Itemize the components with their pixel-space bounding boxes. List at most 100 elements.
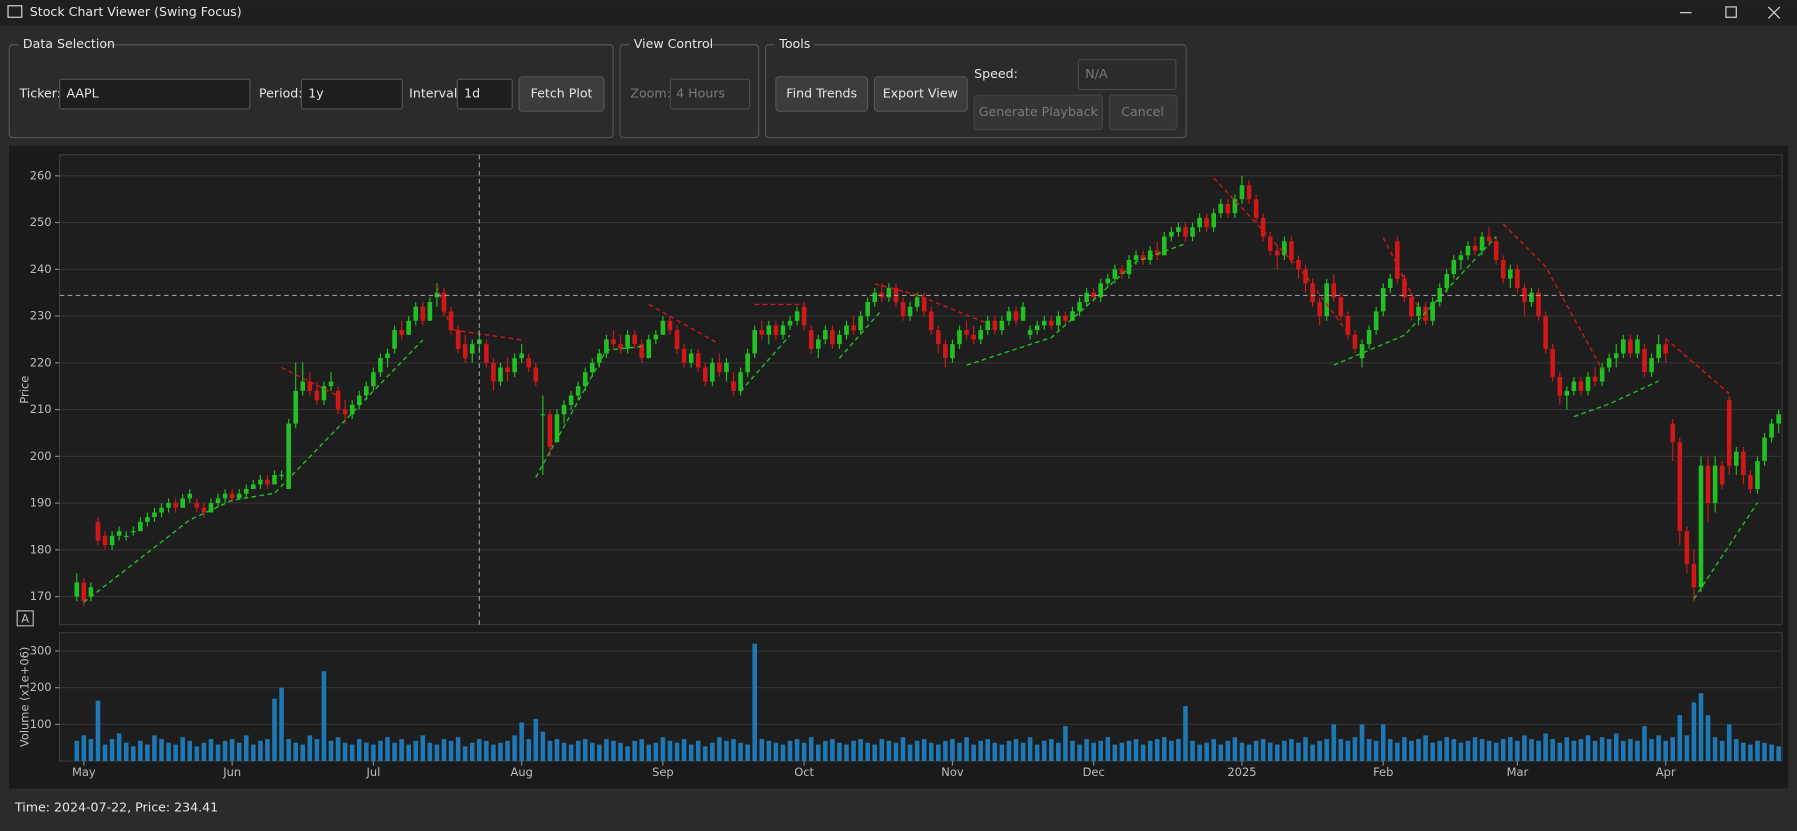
y-tick-label: 200 (30, 449, 52, 463)
volume-bar (1416, 739, 1421, 762)
volume-bar (879, 739, 885, 762)
candle-body (1571, 381, 1577, 391)
volume-bar (1451, 739, 1457, 762)
candle-body (1409, 297, 1414, 317)
volume-bar (1380, 724, 1386, 762)
volume-bar (413, 740, 419, 762)
candle-body (1479, 236, 1485, 251)
volume-bar (1691, 702, 1697, 762)
volume-bar (1119, 742, 1125, 762)
candle-body (766, 325, 772, 335)
volume-bar (1190, 740, 1195, 762)
candle-body (272, 475, 277, 485)
candle-body (773, 325, 779, 335)
candle-body (1169, 231, 1174, 237)
candle-body (1458, 255, 1464, 260)
candle-body (1621, 339, 1626, 354)
candle-body (1613, 353, 1619, 359)
candle-body (74, 582, 80, 597)
volume-bar (123, 742, 129, 762)
candle-body (815, 339, 821, 349)
volume-bar (1613, 733, 1619, 762)
candle-body (1296, 259, 1301, 270)
candle-body (717, 362, 722, 373)
candle-body (1027, 330, 1033, 335)
volume-bar (1140, 744, 1146, 762)
volume-bar (1444, 737, 1450, 762)
volume-bar (1324, 739, 1330, 762)
volume-bar (928, 742, 934, 762)
maximize-button[interactable] (1725, 6, 1737, 18)
volume-bar (130, 746, 136, 762)
candle-body (243, 489, 249, 494)
candle-body (399, 330, 404, 335)
volume-bar (1748, 744, 1753, 762)
volume-bar (1303, 737, 1308, 762)
volume-bar (1366, 739, 1372, 762)
volume-bar (1239, 742, 1245, 762)
candle-body (321, 386, 327, 401)
y-tick-label: 240 (30, 262, 52, 276)
volume-bar (1642, 726, 1647, 762)
export-view-button[interactable] (873, 76, 968, 112)
ticker-input[interactable] (59, 78, 251, 110)
volume-bar (1529, 739, 1534, 762)
candle-body (568, 395, 574, 405)
candle-body (851, 325, 856, 331)
generate-playback-button (973, 94, 1104, 131)
candle-body (999, 320, 1005, 331)
auto-range-label: A (21, 611, 29, 625)
volume-bar (1395, 742, 1400, 762)
candle-body (978, 330, 983, 340)
candle-body (1274, 250, 1280, 256)
candle-body (1147, 250, 1153, 260)
group-title: Data Selection (23, 36, 115, 51)
candle-body (823, 330, 828, 340)
auto-range-button[interactable] (16, 610, 34, 627)
candle-body (1451, 259, 1457, 274)
trend-line (874, 283, 989, 325)
volume-bar (625, 746, 630, 762)
status-text: Time: 2024-07-22, Price: 234.41 (14, 800, 218, 815)
fetch-button[interactable] (518, 76, 605, 112)
candle-body (1698, 465, 1704, 588)
candle-body (837, 334, 842, 345)
volume-bar (371, 744, 376, 762)
volume-bar (632, 740, 637, 762)
candle-body (597, 353, 602, 363)
volume-bar (1197, 744, 1202, 762)
volume-bar (74, 740, 80, 762)
volume-bar (787, 740, 793, 762)
candle-body (801, 306, 807, 326)
input-text: 1d (464, 86, 480, 101)
candle-body (1635, 339, 1640, 354)
candle-body (1515, 269, 1520, 289)
candle-body (1331, 283, 1337, 298)
volume-bar (145, 744, 150, 762)
candle-body (1338, 297, 1344, 317)
volume-bar (893, 742, 899, 762)
candle-body (710, 362, 715, 382)
close-button[interactable] (1767, 6, 1781, 19)
candle-body (526, 358, 532, 368)
volume-bar (999, 744, 1005, 762)
volume-bar (724, 740, 729, 762)
find-trends-button[interactable] (775, 76, 869, 112)
y-axis-label: Price (18, 376, 32, 404)
candle-body (307, 381, 313, 391)
candle-body (1395, 241, 1400, 279)
interval-input[interactable] (456, 78, 513, 110)
volume-bar (589, 742, 595, 762)
volume-bar (766, 740, 772, 762)
group-box (764, 44, 1187, 139)
volume-bar (801, 742, 807, 762)
volume-bar (356, 739, 362, 762)
candle-body (1522, 288, 1527, 303)
candle-body (1472, 245, 1478, 251)
volume-bar (561, 742, 567, 762)
period-input[interactable] (300, 78, 403, 110)
candle-body (1769, 423, 1774, 438)
candle-body (830, 330, 835, 345)
volume-bar (1663, 740, 1668, 762)
candle-body (201, 507, 207, 513)
